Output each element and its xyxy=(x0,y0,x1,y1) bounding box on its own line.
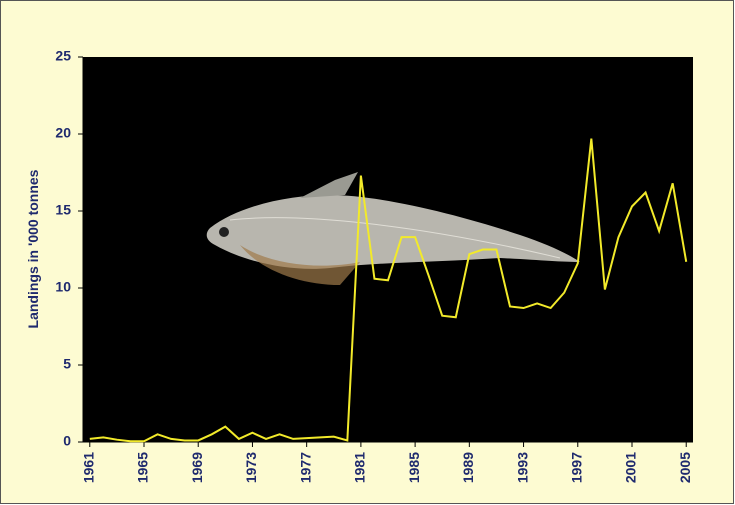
x-tick-label: 1969 xyxy=(189,452,205,483)
x-tick-label: 2005 xyxy=(677,452,693,483)
x-tick-label: 1965 xyxy=(135,452,151,483)
y-tick-label: 10 xyxy=(55,279,71,295)
x-tick-label: 1977 xyxy=(297,452,313,483)
y-tick-label: 25 xyxy=(55,48,71,64)
y-tick-label: 5 xyxy=(63,356,71,372)
data-line xyxy=(89,138,688,443)
x-tick-label: 1997 xyxy=(568,452,584,483)
x-tick-label: 1989 xyxy=(460,452,476,483)
y-tick-label: 0 xyxy=(63,433,71,449)
y-axis-label: Landings in '000 tonnes xyxy=(25,169,41,328)
x-tick-label: 1961 xyxy=(80,452,96,483)
x-tick-label: 1985 xyxy=(406,452,422,483)
x-tick-label: 2001 xyxy=(623,452,639,483)
y-tick-label: 15 xyxy=(55,202,71,218)
x-tick-label: 1981 xyxy=(352,452,368,483)
y-tick-label: 20 xyxy=(55,125,71,141)
x-tick-label: 1973 xyxy=(243,452,259,483)
x-tick-label: 1993 xyxy=(514,452,530,483)
